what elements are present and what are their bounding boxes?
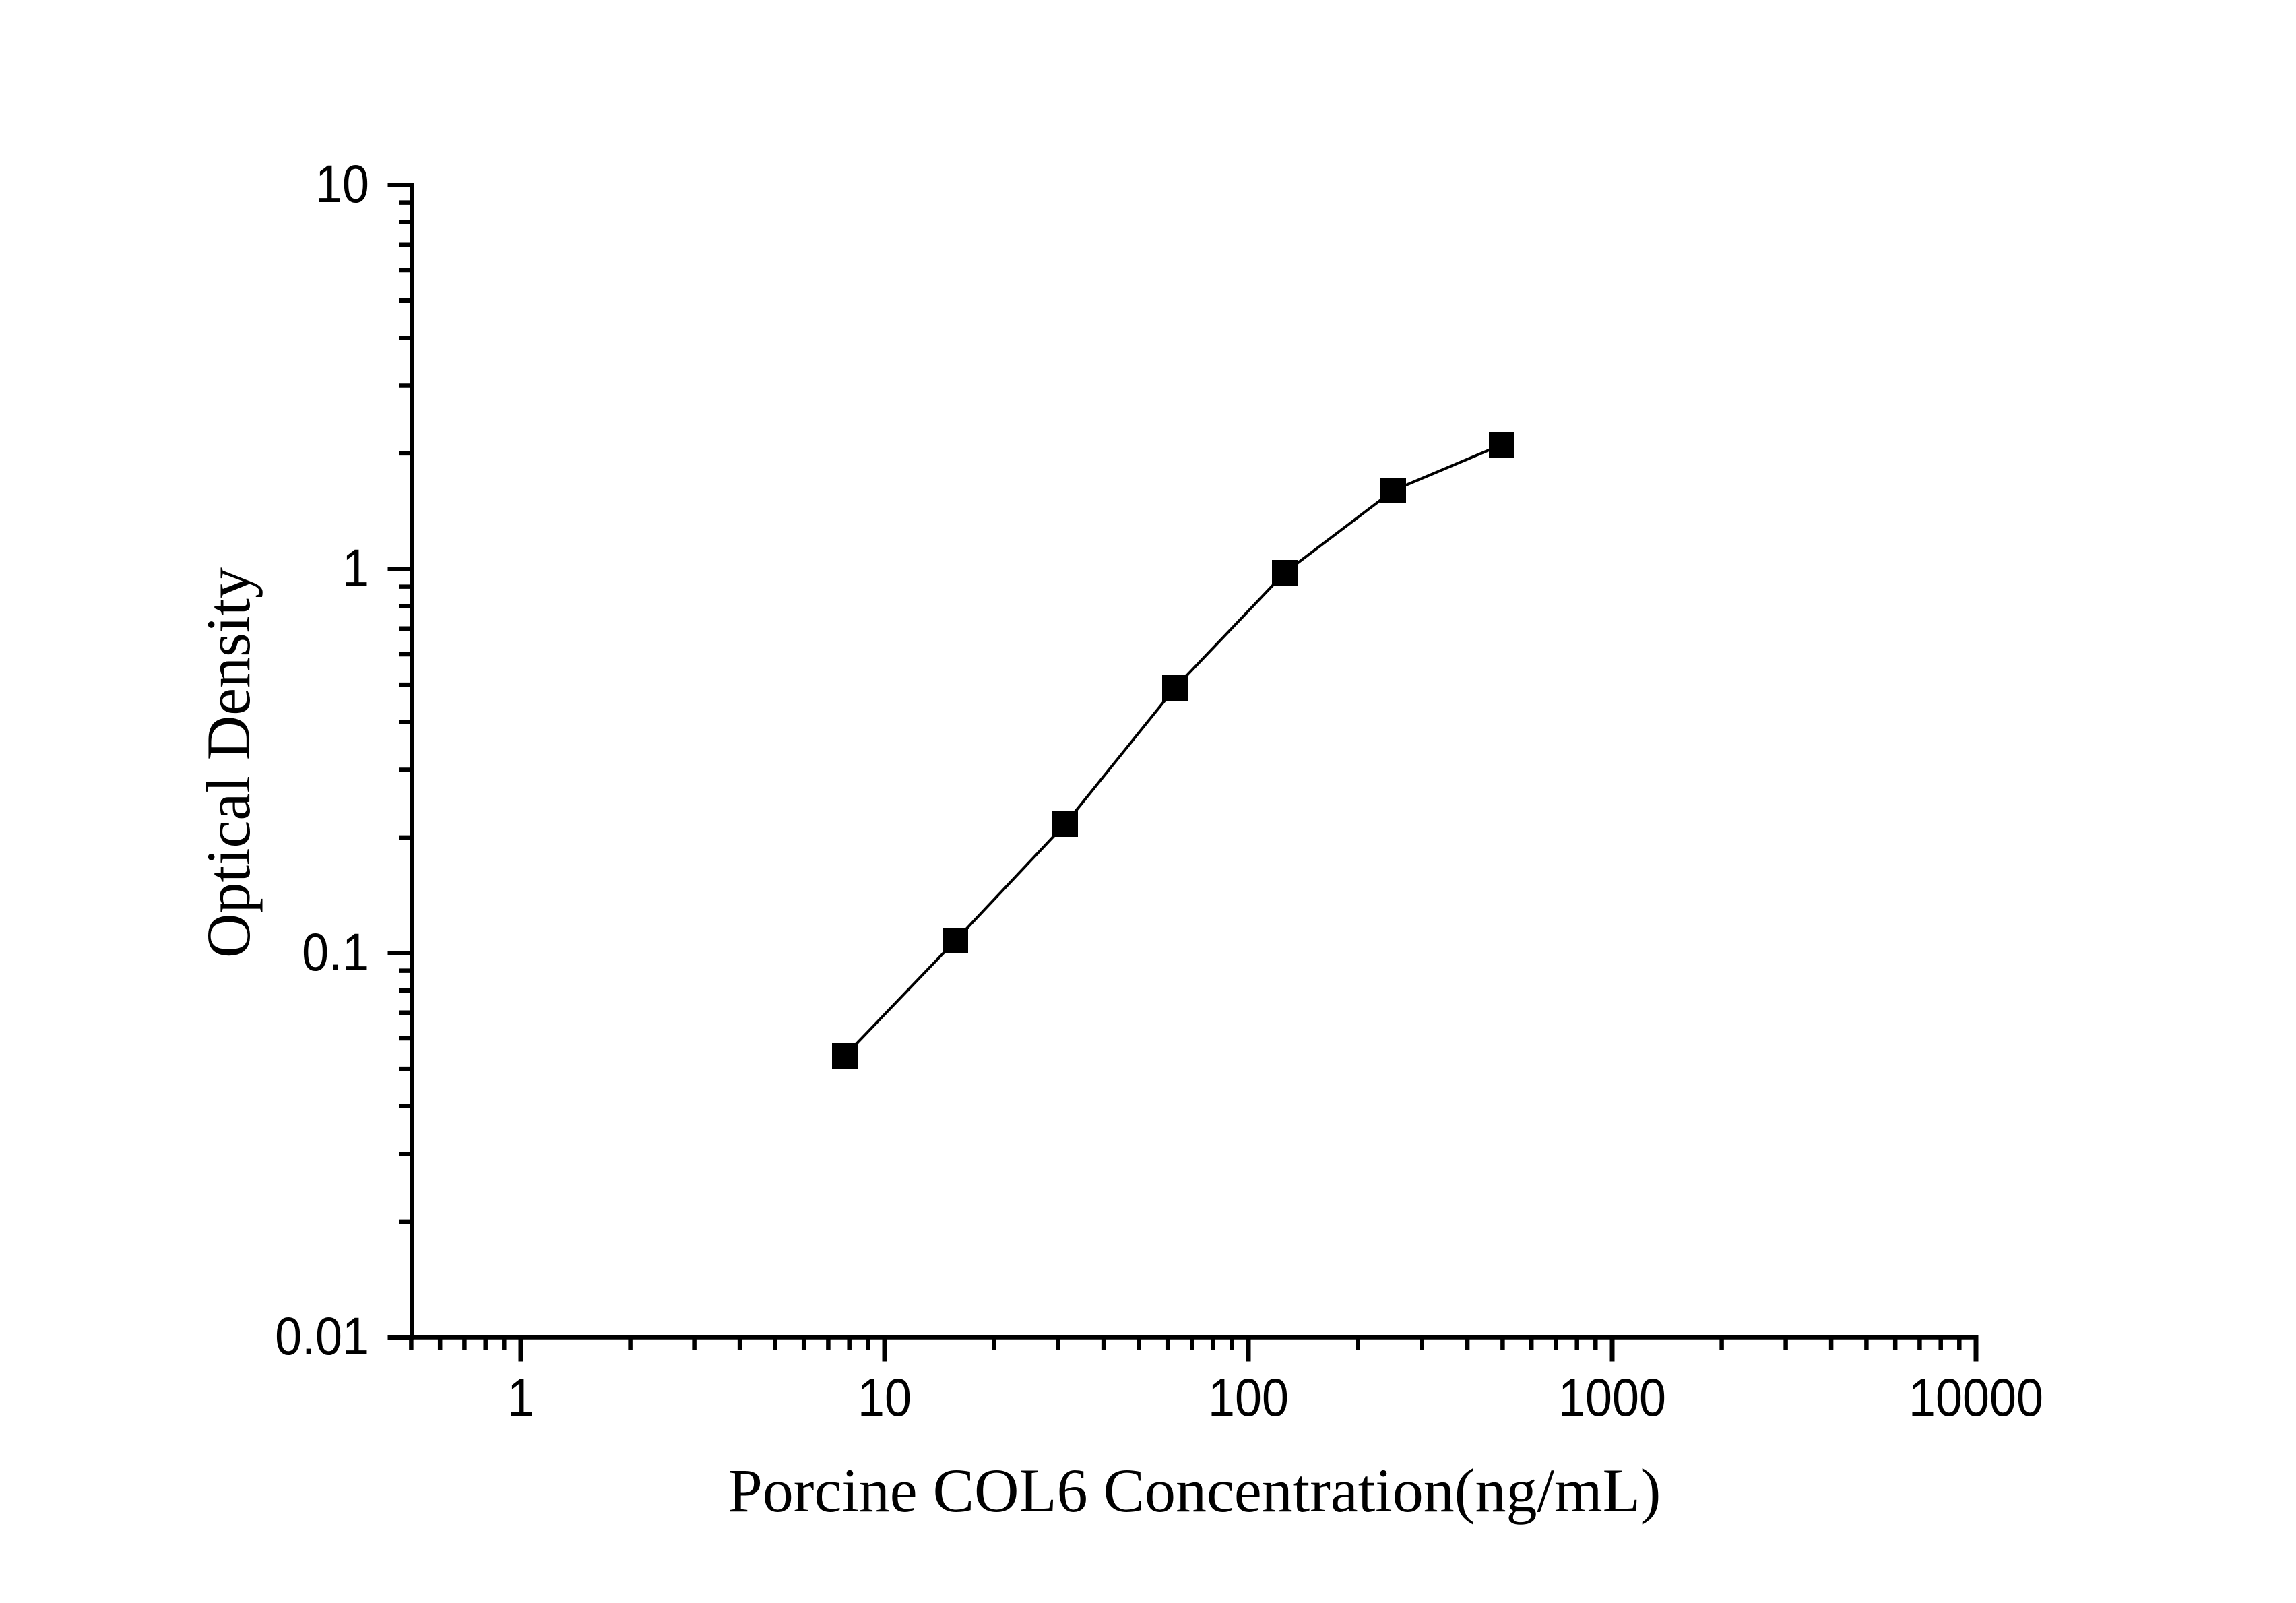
- svg-text:10: 10: [858, 1369, 912, 1428]
- svg-text:10: 10: [315, 155, 369, 214]
- svg-text:1000: 1000: [1558, 1369, 1666, 1428]
- svg-text:1: 1: [342, 539, 369, 598]
- svg-text:Optical Density: Optical Density: [194, 567, 263, 958]
- svg-text:100: 100: [1208, 1369, 1289, 1428]
- svg-text:1: 1: [507, 1369, 534, 1428]
- svg-text:Porcine COL6 Concentration(ng/: Porcine COL6 Concentration(ng/mL): [728, 1456, 1661, 1525]
- svg-text:0.1: 0.1: [302, 923, 369, 982]
- svg-text:10000: 10000: [1909, 1369, 2043, 1428]
- svg-text:0.01: 0.01: [275, 1307, 369, 1366]
